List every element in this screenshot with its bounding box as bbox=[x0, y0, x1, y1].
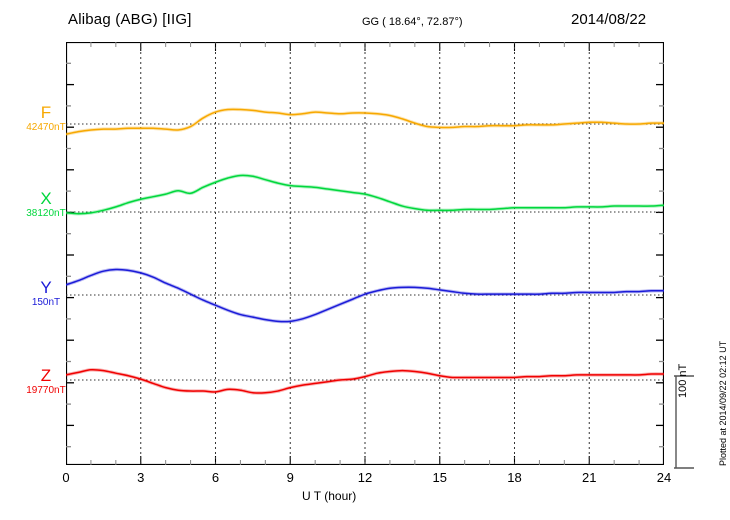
x-tick-label: 9 bbox=[286, 470, 294, 485]
component-baseline-x: 38120nT bbox=[26, 208, 66, 219]
component-label-z: Z 19770nT bbox=[16, 367, 76, 397]
component-baseline-z: 19770nT bbox=[26, 385, 66, 396]
trace-x bbox=[66, 174, 664, 215]
scale-bar-label: 100 nT bbox=[677, 363, 689, 398]
geographic-coordinates: GG ( 18.64°, 72.87°) bbox=[362, 16, 463, 28]
trace-y bbox=[66, 268, 664, 323]
x-tick-label: 15 bbox=[432, 470, 447, 485]
x-axis-title: U T (hour) bbox=[302, 489, 357, 503]
x-tick-label: 21 bbox=[582, 470, 597, 485]
x-tick-label: 3 bbox=[137, 470, 145, 485]
component-name-f: F bbox=[40, 103, 52, 122]
component-name-x: X bbox=[40, 189, 52, 208]
component-label-x: X 38120nT bbox=[16, 190, 76, 220]
x-tick-label: 18 bbox=[507, 470, 522, 485]
magnetogram-plot bbox=[66, 42, 664, 465]
chart-svg bbox=[66, 42, 664, 465]
component-name-y: Y bbox=[40, 278, 52, 297]
x-tick-label: 12 bbox=[357, 470, 373, 485]
component-name-z: Z bbox=[40, 366, 52, 385]
component-baseline-f: 42470nT bbox=[26, 122, 66, 133]
x-tick-label: 6 bbox=[211, 470, 220, 485]
x-tick-label: 24 bbox=[656, 470, 672, 485]
trace-z bbox=[66, 368, 664, 394]
x-tick-label: 0 bbox=[62, 470, 70, 485]
trace-f bbox=[66, 108, 664, 135]
observation-date: 2014/08/22 bbox=[571, 11, 647, 28]
page-title: Alibag (ABG) [IIG] bbox=[68, 11, 192, 28]
plotted-timestamp: Plotted at 2014/09/22 02:12 UT bbox=[718, 340, 728, 466]
component-label-y: Y 150nT bbox=[16, 279, 76, 309]
scale-bar-icon bbox=[674, 375, 694, 469]
component-baseline-y: 150nT bbox=[31, 297, 61, 308]
component-label-f: F 42470nT bbox=[16, 104, 76, 134]
